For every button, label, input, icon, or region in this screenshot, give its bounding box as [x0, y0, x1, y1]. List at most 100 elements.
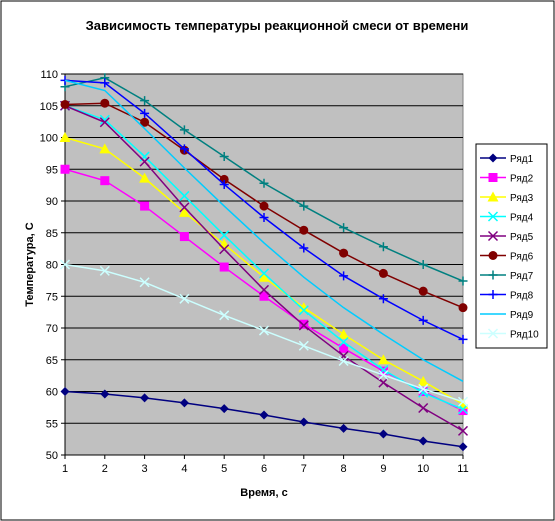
- data-point: [339, 343, 349, 353]
- data-point: [258, 325, 270, 336]
- data-point: [258, 284, 270, 295]
- y-tick-label: 95: [46, 164, 58, 176]
- data-point: [378, 369, 389, 381]
- data-point: [100, 176, 110, 186]
- data-point: [179, 398, 189, 408]
- data-point: [99, 117, 110, 128]
- y-tick-label: 85: [46, 228, 58, 240]
- data-point: [417, 375, 429, 386]
- x-tick-label: 3: [142, 463, 148, 475]
- series-10: [59, 259, 469, 407]
- y-tick-label: 65: [46, 355, 58, 367]
- y-tick-label: 90: [46, 196, 58, 208]
- data-point: [378, 294, 388, 304]
- data-point: [179, 190, 190, 201]
- data-point: [59, 132, 71, 142]
- data-point: [378, 429, 388, 439]
- data-point: [99, 143, 111, 154]
- data-point: [458, 334, 468, 344]
- data-point: [487, 191, 499, 202]
- data-point: [219, 230, 230, 241]
- data-point: [219, 310, 230, 321]
- data-point: [100, 78, 110, 88]
- x-tick-label: 6: [261, 463, 267, 475]
- legend-entry: Ряд1: [480, 153, 534, 165]
- x-tick-label: 5: [221, 463, 227, 475]
- data-point: [259, 291, 269, 301]
- y-tick-label: 50: [46, 450, 58, 462]
- x-tick-label: 4: [181, 463, 187, 475]
- data-point: [378, 268, 388, 278]
- data-point: [458, 276, 468, 286]
- data-point: [458, 442, 468, 452]
- series-3: [59, 132, 469, 409]
- data-point: [179, 293, 190, 304]
- data-point: [488, 173, 498, 182]
- data-point: [378, 242, 388, 252]
- x-tick-label: 10: [417, 463, 429, 475]
- series-5: [59, 100, 469, 436]
- legend-label: Ряд6: [510, 252, 534, 263]
- legend-label: Ряд4: [510, 213, 534, 224]
- data-point: [299, 243, 309, 253]
- data-point: [487, 328, 499, 339]
- series-8: [60, 75, 468, 344]
- data-point: [418, 402, 429, 414]
- data-point: [418, 383, 429, 394]
- data-point: [488, 153, 498, 163]
- data-point: [457, 404, 469, 415]
- legend-entry: Ряд2: [480, 173, 534, 185]
- data-point: [488, 290, 498, 299]
- x-axis-label: Время, с: [240, 487, 287, 499]
- chart-title: Зависимость температуры реакционной смес…: [86, 18, 469, 33]
- data-point: [258, 268, 270, 279]
- y-tick-label: 60: [46, 387, 58, 399]
- x-tick-label: 1: [62, 463, 68, 475]
- data-point: [418, 286, 428, 296]
- data-point: [339, 423, 349, 433]
- legend-entry: Ряд5: [480, 230, 534, 243]
- series-1: [60, 387, 468, 452]
- data-point: [140, 201, 150, 211]
- data-point: [298, 340, 309, 351]
- data-point: [139, 156, 150, 167]
- data-point: [100, 389, 110, 399]
- data-point: [418, 436, 428, 446]
- data-point: [258, 271, 270, 282]
- y-tick-label: 110: [40, 69, 58, 81]
- data-point: [219, 244, 230, 255]
- legend-label: Ряд10: [510, 330, 539, 341]
- axis-ticks: 50 55 60 65 70 75 80 85 90 95 100 105 110 1 2 3 4 5 6 7 8 9 10…: [40, 69, 469, 475]
- data-point: [219, 262, 229, 272]
- data-point: [487, 230, 499, 242]
- series-9: [64, 79, 464, 382]
- data-point: [179, 125, 189, 135]
- data-point: [59, 259, 71, 270]
- legend-entry: Ряд6: [480, 251, 534, 263]
- data-point: [140, 108, 150, 118]
- legend-entry: Ряд10: [480, 328, 539, 341]
- gridlines: [65, 73, 463, 456]
- data-point: [60, 164, 70, 174]
- data-point: [60, 387, 70, 396]
- data-point: [219, 152, 229, 162]
- data-point: [60, 99, 70, 109]
- y-axis-label: Температура, С: [24, 222, 36, 306]
- data-point: [378, 366, 388, 376]
- legend-entry: Ряд8: [480, 290, 534, 302]
- data-point: [298, 305, 309, 316]
- data-point: [299, 417, 309, 427]
- data-point: [458, 406, 468, 416]
- legend-label: Ряд3: [510, 193, 534, 204]
- data-point: [338, 336, 349, 348]
- data-point: [179, 232, 189, 242]
- data-point: [140, 96, 150, 106]
- legend-entry: Ряд9: [480, 310, 534, 321]
- y-tick-label: 105: [40, 101, 58, 113]
- data-point: [259, 213, 269, 223]
- data-point: [99, 265, 110, 276]
- data-point: [100, 98, 110, 108]
- data-point: [259, 178, 269, 188]
- data-point: [219, 179, 229, 189]
